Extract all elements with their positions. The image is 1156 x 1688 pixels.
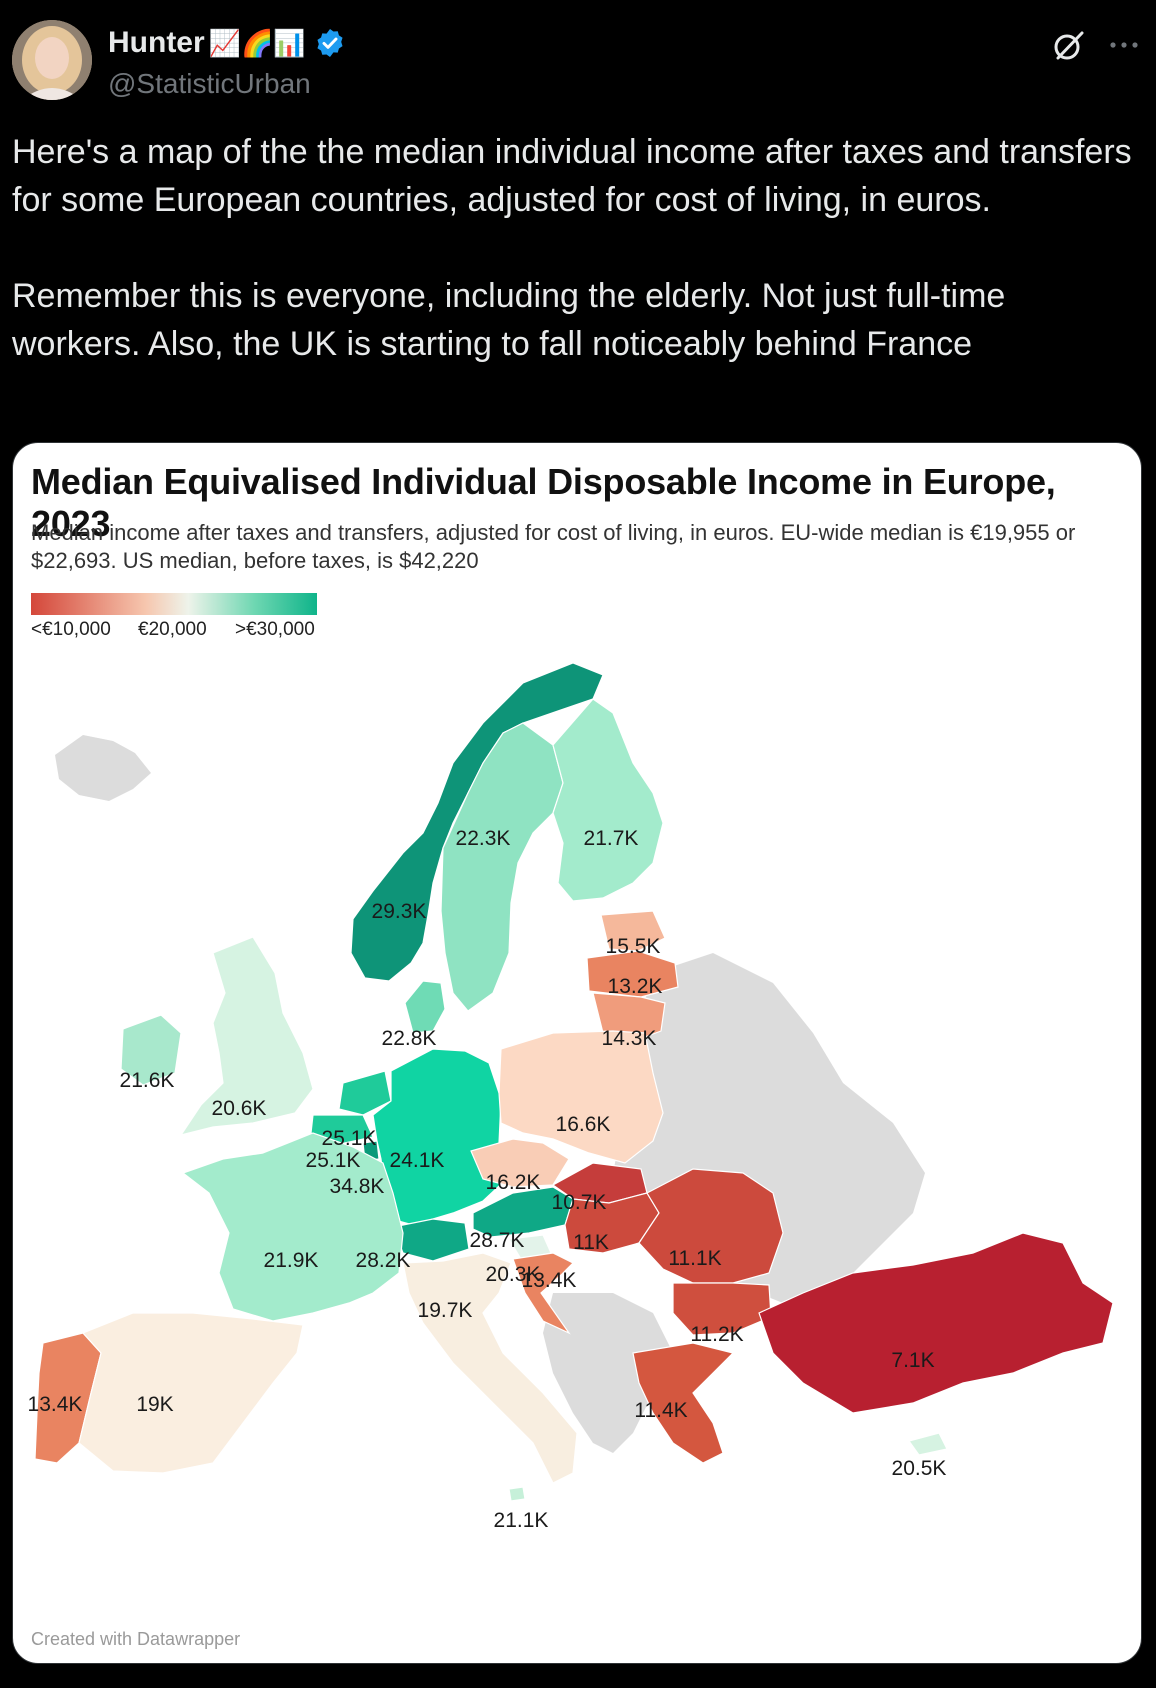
europe-map: 29.3K 22.3K 21.7K 15.5K 13.2K 14.3K 22.8… [28, 662, 1114, 1532]
country-turkey[interactable] [758, 1232, 1114, 1414]
country-italy[interactable] [402, 1252, 578, 1484]
country-latvia[interactable] [586, 950, 679, 998]
chart-card[interactable]: Median Equivalised Individual Disposable… [12, 442, 1142, 1664]
moldova-shape [773, 1173, 813, 1233]
author-name[interactable]: Hunter [108, 26, 205, 59]
country-germany[interactable] [372, 1048, 514, 1226]
label-france: 21.9K [264, 1249, 319, 1272]
country-croatia[interactable] [512, 1252, 575, 1335]
legend-gradient-bar [31, 593, 317, 615]
label-sweden: 22.3K [456, 827, 511, 850]
country-spain[interactable] [78, 1312, 304, 1474]
grok-icon[interactable] [1050, 28, 1086, 64]
label-norway: 29.3K [372, 900, 427, 923]
legend-mid-label: €20,000 [138, 619, 207, 640]
label-germany: 24.1K [390, 1149, 445, 1172]
chart-subtitle: Median income after taxes and transfers,… [31, 520, 1076, 573]
country-denmark[interactable] [404, 980, 446, 1034]
label-malta: 21.1K [494, 1509, 549, 1532]
label-slovakia: 10.7K [552, 1191, 607, 1214]
verified-badge-icon [317, 29, 343, 57]
label-lithuania: 14.3K [602, 1027, 657, 1050]
avatar[interactable] [12, 20, 92, 100]
country-switzerland[interactable] [392, 1218, 470, 1262]
country-netherlands[interactable] [338, 1070, 392, 1116]
label-switzerland: 28.2K [356, 1249, 411, 1272]
country-bulgaria[interactable] [672, 1282, 772, 1336]
label-czechia: 16.2K [486, 1171, 541, 1194]
label-bulgaria: 11.2K [690, 1323, 743, 1346]
author-handle[interactable]: @StatisticUrban [108, 68, 311, 99]
label-spain: 19K [136, 1393, 173, 1416]
country-labels: 29.3K 22.3K 21.7K 15.5K 13.2K 14.3K 22.8… [28, 827, 947, 1532]
country-finland[interactable] [552, 698, 664, 902]
country-romania[interactable] [638, 1168, 784, 1284]
chart-title: Median Equivalised Individual Disposable… [31, 461, 1056, 544]
country-sweden[interactable] [440, 722, 564, 1012]
chart-credit: Created with Datawrapper [31, 1629, 241, 1649]
label-luxembourg: 34.8K [330, 1175, 385, 1198]
country-shapes [34, 662, 1114, 1502]
label-austria: 28.7K [470, 1229, 525, 1252]
country-estonia[interactable] [600, 910, 666, 952]
country-malta[interactable] [508, 1486, 526, 1502]
avatar-image [12, 20, 92, 100]
label-italy: 19.7K [418, 1299, 473, 1322]
label-slovenia: 20.3K [486, 1263, 541, 1286]
country-czechia[interactable] [470, 1138, 570, 1188]
label-ireland: 21.6K [120, 1069, 175, 1092]
label-finland: 21.7K [584, 827, 639, 850]
label-poland: 16.6K [556, 1113, 611, 1136]
author-name-row[interactable]: Hunter 📈🌈📊 [108, 26, 346, 60]
more-icon[interactable] [1104, 30, 1144, 60]
tweet-header: Hunter 📈🌈📊 @StatisticUrban [12, 20, 1144, 110]
country-greece[interactable] [632, 1342, 735, 1464]
iceland-shape [55, 735, 151, 801]
tweet-text: Here's a map of the the median individua… [12, 133, 1132, 363]
country-france[interactable] [181, 1132, 404, 1322]
label-denmark: 22.8K [382, 1027, 437, 1050]
label-romania: 11.1K [668, 1247, 721, 1270]
label-croatia: 13.4K [522, 1269, 577, 1292]
country-uk[interactable] [179, 936, 314, 1136]
label-greece: 11.4K [634, 1399, 687, 1422]
author-emojis: 📈🌈📊 [208, 28, 306, 58]
label-cyprus: 20.5K [892, 1457, 947, 1480]
label-turkey: 7.1K [891, 1349, 934, 1372]
label-belgium: 25.1K [306, 1149, 361, 1172]
balkans-shape [543, 1293, 673, 1453]
label-portugal: 13.4K [28, 1393, 83, 1416]
label-estonia: 15.5K [606, 935, 661, 958]
legend-labels: <€10,000 €20,000 >€30,000 [31, 619, 321, 645]
country-ireland[interactable] [120, 1014, 182, 1086]
label-latvia: 13.2K [608, 975, 663, 998]
label-netherlands: 25.1K [322, 1127, 377, 1150]
legend-min-label: <€10,000 [31, 619, 111, 640]
country-cyprus[interactable] [908, 1432, 948, 1456]
country-poland[interactable] [498, 1030, 664, 1164]
color-legend: <€10,000 €20,000 >€30,000 [31, 593, 321, 653]
label-hungary: 11K [573, 1231, 609, 1254]
legend-max-label: >€30,000 [235, 619, 315, 640]
label-uk: 20.6K [212, 1097, 267, 1120]
